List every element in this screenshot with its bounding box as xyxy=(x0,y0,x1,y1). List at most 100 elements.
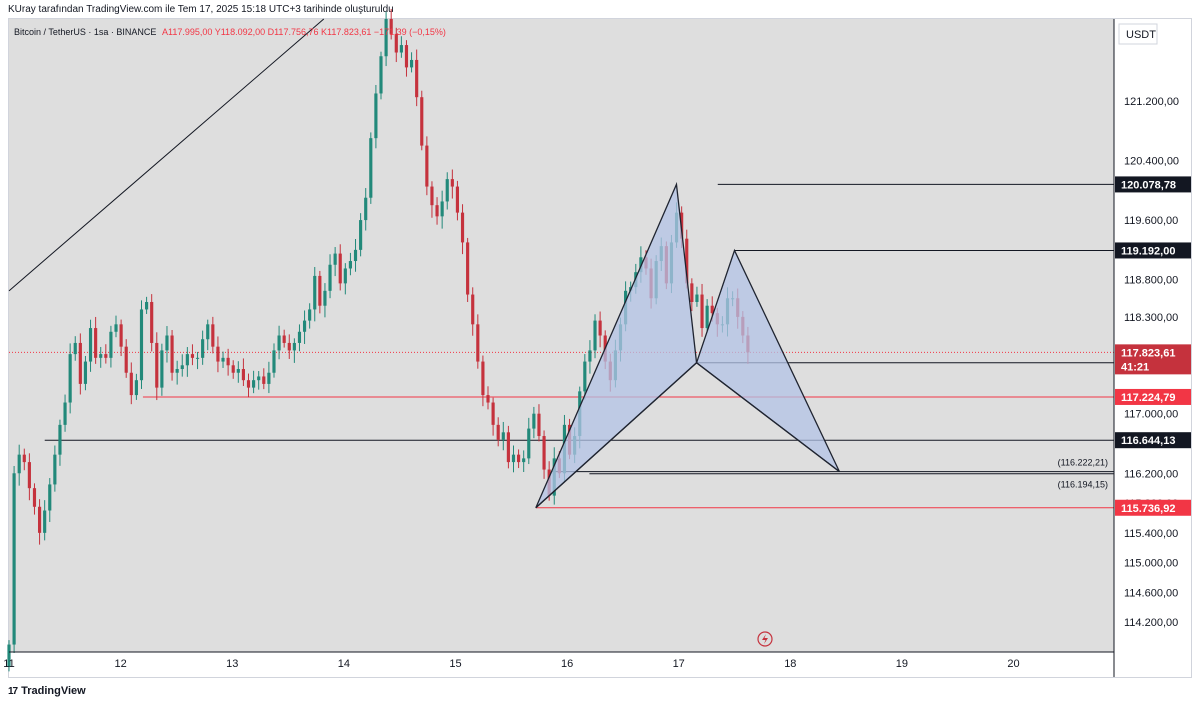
candle-body xyxy=(420,97,424,146)
candle xyxy=(501,421,505,451)
candle-body xyxy=(7,644,11,667)
candle xyxy=(374,84,378,149)
candle-body xyxy=(53,454,57,485)
candle-body xyxy=(466,242,470,295)
candle xyxy=(379,51,383,100)
candle xyxy=(63,394,67,432)
candle xyxy=(700,283,704,337)
candle-body xyxy=(119,324,123,347)
price-tag-text: 119.192,00 xyxy=(1121,245,1175,257)
candle xyxy=(190,344,195,366)
candle-body xyxy=(114,324,118,332)
candle-body xyxy=(185,354,189,366)
candle xyxy=(99,346,103,368)
candle-body xyxy=(348,261,353,269)
candle-body xyxy=(241,369,245,381)
candle xyxy=(511,445,516,473)
candle xyxy=(522,450,526,473)
candle-body xyxy=(267,372,271,384)
currency-box[interactable]: USDT xyxy=(1118,23,1158,45)
candle-body xyxy=(343,268,347,284)
candle-body xyxy=(409,59,414,68)
candle xyxy=(68,343,72,414)
candle-body xyxy=(430,186,434,206)
candle xyxy=(435,197,439,225)
candle xyxy=(7,640,11,672)
candle xyxy=(236,361,240,383)
time-tick-label: 15 xyxy=(449,658,461,670)
candle xyxy=(389,8,393,40)
chart-caption: KUray tarafından TradingView.com ile Tem… xyxy=(8,4,394,15)
candle-body xyxy=(598,320,602,336)
candle-body xyxy=(542,436,546,470)
candle xyxy=(134,373,138,400)
candle-body xyxy=(257,376,261,381)
candle xyxy=(195,351,200,370)
candle xyxy=(420,90,424,151)
candle xyxy=(201,330,205,365)
candle xyxy=(588,340,592,374)
candle xyxy=(241,358,245,386)
candle-body xyxy=(705,305,709,329)
candle-body xyxy=(384,19,388,57)
price-tick-label: 116.200,00 xyxy=(1124,468,1178,480)
candle-body xyxy=(155,342,159,388)
candle-body xyxy=(338,253,342,284)
candle-body xyxy=(58,424,62,455)
candle-body xyxy=(94,328,98,358)
candle-body xyxy=(150,301,154,343)
price-tag-text: 120.078,78 xyxy=(1121,179,1176,191)
level-price-tag: 119.192,00 xyxy=(1115,242,1191,259)
candle-body xyxy=(527,428,531,459)
trend-line xyxy=(8,18,325,292)
price-tick-label: 119.600,00 xyxy=(1124,215,1178,227)
candle xyxy=(145,296,149,314)
candle-body xyxy=(506,432,510,463)
candle xyxy=(323,283,327,318)
candle-body xyxy=(246,380,251,388)
lightning-icon[interactable] xyxy=(757,631,773,647)
candle xyxy=(471,287,475,336)
candle xyxy=(364,188,368,231)
candle-body xyxy=(170,335,174,373)
level-price-tag: 116.644,13 xyxy=(1115,432,1191,449)
candle xyxy=(313,266,317,322)
candle xyxy=(481,355,485,407)
candle xyxy=(409,52,414,73)
candle-body xyxy=(27,462,31,489)
candle-body xyxy=(313,275,317,310)
countdown-timer: 41:21 xyxy=(1121,361,1149,373)
candle-body xyxy=(593,320,597,351)
candle xyxy=(430,181,434,218)
candle xyxy=(598,311,602,348)
candle-body xyxy=(22,454,26,463)
candle-body xyxy=(32,488,37,507)
candle-body xyxy=(165,335,169,351)
candle-body xyxy=(73,342,77,355)
time-tick-label: 14 xyxy=(338,658,350,670)
price-tag-box xyxy=(1115,176,1191,193)
candle-body xyxy=(511,454,516,463)
symbol-name: Bitcoin / TetherUS · 1sa · BINANCE xyxy=(14,27,156,37)
candle-body xyxy=(532,413,536,429)
candle xyxy=(17,444,21,486)
candle-body xyxy=(695,294,699,302)
candle-body xyxy=(302,320,307,332)
candle xyxy=(292,338,296,363)
candle-body xyxy=(297,331,302,343)
price-tag-text: 115.736,92 xyxy=(1121,503,1175,515)
candle-body xyxy=(190,354,195,358)
candle xyxy=(445,172,449,210)
candle-body xyxy=(63,402,67,425)
current-price-box xyxy=(1115,344,1191,375)
candle xyxy=(73,336,77,361)
candle-body xyxy=(588,350,592,362)
candle xyxy=(175,360,179,385)
chart-frame xyxy=(8,18,1192,678)
candle-body xyxy=(160,350,164,388)
candle xyxy=(83,355,88,391)
price-tick-label: 115.400,00 xyxy=(1124,528,1178,540)
candle-body xyxy=(455,186,460,213)
candle-body xyxy=(425,145,429,187)
